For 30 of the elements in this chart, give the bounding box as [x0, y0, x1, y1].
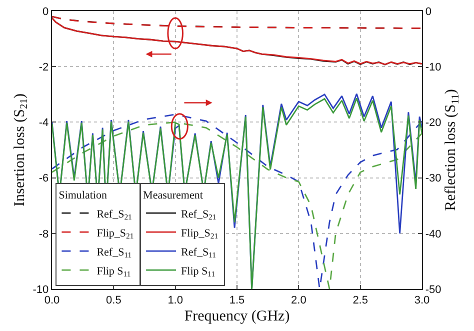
text: Simulation: [58, 190, 107, 202]
y-tick-label: -4: [38, 117, 49, 130]
x-tick-label: 0.5: [106, 294, 122, 306]
legend-label: Ref_S$_{21}$: [181, 208, 216, 222]
x-axis-title: Frequency (GHz): [184, 308, 290, 324]
x-tick-label: 3.0: [414, 294, 430, 306]
y2-tick-label: -30: [425, 172, 442, 185]
y2-tick-label: -50: [425, 284, 442, 296]
legend-label: Ref_S$_{11}$: [181, 246, 216, 260]
y-tick-label: 0: [42, 6, 49, 18]
y-tick-label: -2: [38, 61, 49, 74]
x-tick-label: 2.0: [291, 294, 306, 306]
text: Measurement: [143, 190, 203, 202]
legend-label: Flip S$_{11}$: [181, 265, 216, 279]
y2-tick-label: -10: [425, 61, 442, 74]
x-tick-label: 1.0: [168, 294, 183, 306]
legend-label: Ref_S$_{11}$: [96, 246, 132, 260]
legend-label: Flip_S$_{21}$: [181, 227, 218, 241]
y2-tick-label: 0: [425, 6, 432, 18]
y-tick-label: -6: [38, 172, 49, 185]
x-tick-label: 2.5: [352, 294, 368, 306]
x-tick-label: 1.5: [229, 294, 245, 306]
legend-label: Flip_S$_{21}$: [96, 227, 134, 241]
legend-label: Ref_S$_{21}$: [96, 208, 132, 222]
x-tick-label: 0.0: [44, 294, 60, 306]
legend-label: Flip S$_{11}$: [96, 265, 131, 279]
y2-tick-label: -40: [425, 228, 442, 240]
y-tick-label: -8: [38, 228, 49, 240]
y-tick-label: -10: [32, 284, 49, 296]
y2-tick-label: -20: [425, 117, 442, 130]
